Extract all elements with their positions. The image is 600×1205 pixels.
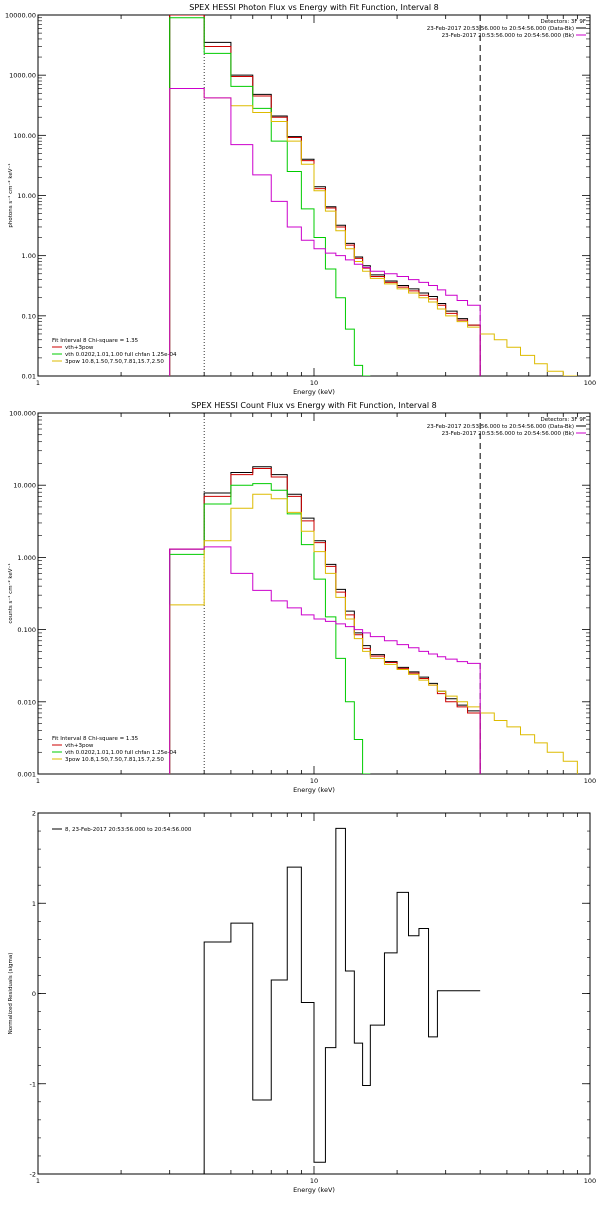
series-group (169, 15, 578, 376)
y-tick-label: 0.010 (17, 698, 36, 706)
legend-top-label: 23-Feb-2017 20:53:56.000 to 20:54:56.000… (427, 26, 574, 32)
chart-panel-1: SPEX HESSI Photon Flux vs Energy with Fi… (5, 3, 596, 396)
series-line-vth-3pow (169, 468, 481, 774)
series-line-residuals (203, 827, 481, 1174)
y-tick-label: 0.100 (17, 626, 36, 634)
x-tick-label: 100 (584, 379, 596, 387)
y-axis-label: counts s⁻¹ cm⁻² keV⁻¹ (7, 563, 14, 623)
legend-top-label: 23-Feb-2017 20:53:56.000 to 20:54:56.000… (427, 424, 574, 430)
x-tick-label: 1 (36, 1177, 40, 1185)
y-tick-label: 1.00 (22, 252, 36, 260)
series-line-3pow (169, 88, 578, 376)
x-tick-label: 10 (310, 777, 318, 785)
series-line-bk (169, 88, 481, 376)
fit-legend-label: 3pow 10.8,1.50,7.50,7.81,15.7,2.50 (65, 757, 164, 763)
chart-title: SPEX HESSI Count Flux vs Energy with Fit… (191, 401, 436, 410)
series-group (203, 827, 481, 1174)
detectors-label: Detectors: 3F 9F (540, 417, 586, 423)
y-tick-label: 2 (32, 810, 36, 818)
x-tick-label: 1 (36, 777, 40, 785)
chart-title: SPEX HESSI Photon Flux vs Energy with Fi… (189, 3, 439, 12)
fit-legend-label: vth+3pow (65, 345, 94, 351)
series-line-3pow (169, 493, 578, 774)
fit-legend-title: Fit Interval 8 Chi-square = 1.35 (52, 736, 139, 742)
x-axis-label: Energy (keV) (293, 388, 335, 396)
residual-legend-label: 8, 23-Feb-2017 20:53:56.000 to 20:54:56.… (65, 827, 192, 833)
legend-top-label: 23-Feb-2017 20:53:56.000 to 20:54:56.000… (442, 431, 574, 437)
detectors-label: Detectors: 3F 9F (540, 19, 586, 25)
x-tick-label: 10 (310, 379, 318, 387)
y-tick-label: -1 (30, 1080, 36, 1088)
plot-frame (37, 14, 591, 377)
y-axis-label: photons s⁻¹ cm⁻² keV⁻¹ (7, 163, 14, 227)
fit-legend-title: Fit Interval 8 Chi-square = 1.35 (52, 338, 139, 344)
x-axis-label: Energy (keV) (293, 786, 335, 794)
series-group (169, 466, 578, 774)
y-tick-label: 100.000 (9, 410, 36, 418)
legend-top-label: 23-Feb-2017 20:53:56.000 to 20:54:56.000… (442, 33, 574, 39)
series-line-vth (169, 17, 371, 376)
fit-legend-label: vth+3pow (65, 743, 94, 749)
series-line-data-bk (169, 15, 481, 376)
y-tick-label: 1.000 (17, 554, 36, 562)
fit-legend-label: vth 0.0202,1.01,1.00 full chfan 1.25e-04 (65, 750, 177, 756)
y-axis-label: Normalized Residuals (sigma) (8, 953, 14, 1035)
series-line-vth-3pow (169, 15, 481, 376)
y-tick-label: 10.00 (17, 192, 36, 200)
y-tick-label: 0.10 (22, 312, 36, 320)
x-tick-label: 1 (36, 379, 40, 387)
y-tick-label: 0.01 (22, 373, 36, 381)
y-tick-label: 10000.00 (5, 12, 36, 20)
series-line-bk (169, 546, 481, 774)
y-tick-label: -2 (30, 1171, 36, 1179)
plot-frame (37, 412, 591, 775)
x-tick-label: 100 (584, 1177, 596, 1185)
fit-legend-label: vth 0.0202,1.01,1.00 full chfan 1.25e-04 (65, 352, 177, 358)
y-tick-label: 0 (32, 990, 36, 998)
chart-panel-2: SPEX HESSI Count Flux vs Energy with Fit… (7, 401, 596, 794)
x-tick-label: 10 (310, 1177, 318, 1185)
y-tick-label: 10.000 (13, 482, 36, 490)
y-tick-label: 100.00 (13, 132, 36, 140)
y-tick-label: 0.001 (17, 771, 36, 779)
x-axis-label: Energy (keV) (293, 1186, 335, 1194)
series-line-vth (169, 483, 371, 774)
y-tick-label: 1 (32, 900, 36, 908)
y-tick-label: 1000.00 (9, 72, 36, 80)
x-tick-label: 100 (584, 777, 596, 785)
fit-legend-label: 3pow 10.8,1.50,7.50,7.81,15.7,2.50 (65, 359, 164, 365)
